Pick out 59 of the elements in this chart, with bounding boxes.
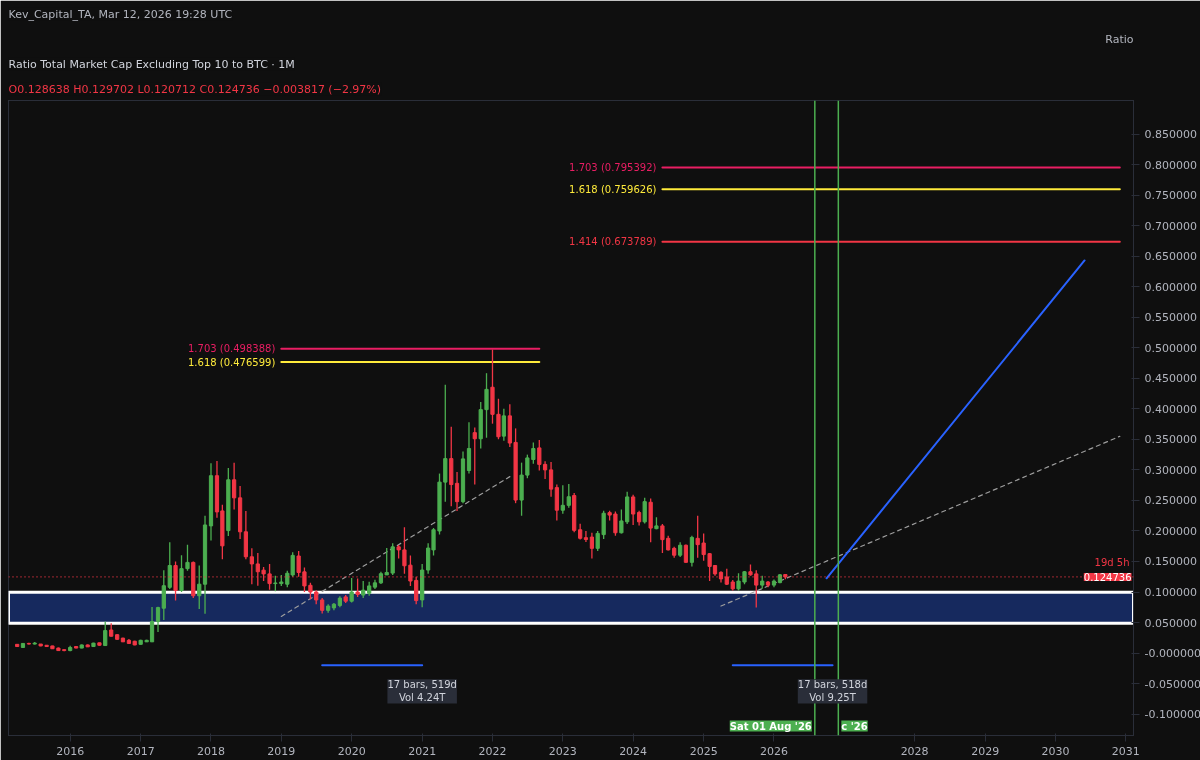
candlestick	[642, 497, 647, 525]
x-tick-label: 2028	[900, 744, 929, 758]
chart-title: Ratio Total Market Cap Excluding Top 10 to BTC · 1M	[8, 57, 295, 71]
y-tick-label: 0.650000	[1144, 250, 1197, 264]
y-tick-label: 0.600000	[1144, 280, 1197, 294]
y-tick-label: 0.450000	[1144, 372, 1197, 386]
chart-subtitle: O0.128638 H0.129702 L0.120712 C0.124736 −0.003817 (−2.97%)	[8, 82, 382, 96]
x-tick-label: 2025	[689, 744, 718, 758]
x-tick-label: 2024	[619, 744, 648, 758]
y-tick-label: 0.700000	[1144, 219, 1197, 233]
ref-line-label: c '26	[841, 720, 868, 732]
y-tick-label: 0.300000	[1144, 463, 1197, 477]
x-tick-label: 2029	[971, 744, 1000, 758]
annotation: 1.703 (0.498388)	[188, 343, 276, 355]
x-tick-label: 2030	[1041, 744, 1070, 758]
candlestick	[226, 467, 231, 537]
y-tick-label: 0.500000	[1144, 341, 1197, 355]
y-tick-label: 0.750000	[1144, 189, 1197, 203]
text: Ratio	[1105, 32, 1134, 46]
y-tick-label: 0.400000	[1144, 402, 1197, 416]
x-tick-label: 2018	[197, 744, 225, 758]
annotation: 17 bars, 519d Vol 4.24T	[387, 679, 457, 704]
y-tick-label: 0.350000	[1144, 433, 1197, 447]
y-tick-label: -0.000000	[1144, 647, 1200, 661]
annotation: 1.618 (0.476599)	[188, 356, 276, 368]
x-tick-label: 2031	[1111, 744, 1140, 758]
x-tick-label: 2022	[478, 744, 507, 758]
candlestick	[472, 426, 477, 486]
x-tick-label: 2026	[759, 744, 788, 758]
text: Kev_Capital_TA, Mar 12, 2026 19:28 UTC	[8, 7, 233, 21]
y-tick-label: 0.800000	[1144, 158, 1197, 172]
candlestick	[648, 497, 653, 543]
candlestick	[32, 641, 37, 646]
y-tick-label: 0.050000	[1144, 616, 1197, 630]
annotation: 1.618 (0.759626)	[569, 183, 657, 195]
x-tick-label: 2016	[56, 744, 85, 758]
y-tick-label: -0.050000	[1144, 677, 1200, 691]
x-tick-label: 2020	[337, 744, 366, 758]
x-tick-label: 2021	[408, 744, 437, 758]
candlestick	[120, 637, 126, 643]
y-tick-label: 0.100000	[1144, 586, 1197, 600]
annotation: 17 bars, 518d Vol 9.25T	[797, 679, 868, 704]
x-tick-label: 2017	[126, 744, 155, 758]
y-tick-label: 0.250000	[1144, 494, 1197, 508]
ref-line-label: 0.124736	[1083, 571, 1132, 583]
x-tick-label: 2019	[267, 744, 296, 758]
annotation: 19d 5h	[1094, 556, 1130, 568]
candlestick	[349, 577, 354, 604]
annotation: 1.414 (0.673789)	[569, 236, 657, 248]
y-tick-label: 0.150000	[1144, 555, 1197, 569]
candlestick	[519, 461, 524, 517]
ref-line-label: Sat 01 Aug '26	[729, 720, 812, 732]
y-tick-label: -0.100000	[1144, 708, 1200, 722]
annotation: 1.703 (0.795392)	[569, 161, 657, 173]
y-tick-label: 0.200000	[1144, 524, 1197, 538]
y-tick-label: 0.850000	[1144, 128, 1197, 142]
x-tick-label: 2023	[548, 744, 577, 758]
y-tick-label: 0.550000	[1144, 311, 1197, 325]
candlestick	[537, 439, 542, 472]
